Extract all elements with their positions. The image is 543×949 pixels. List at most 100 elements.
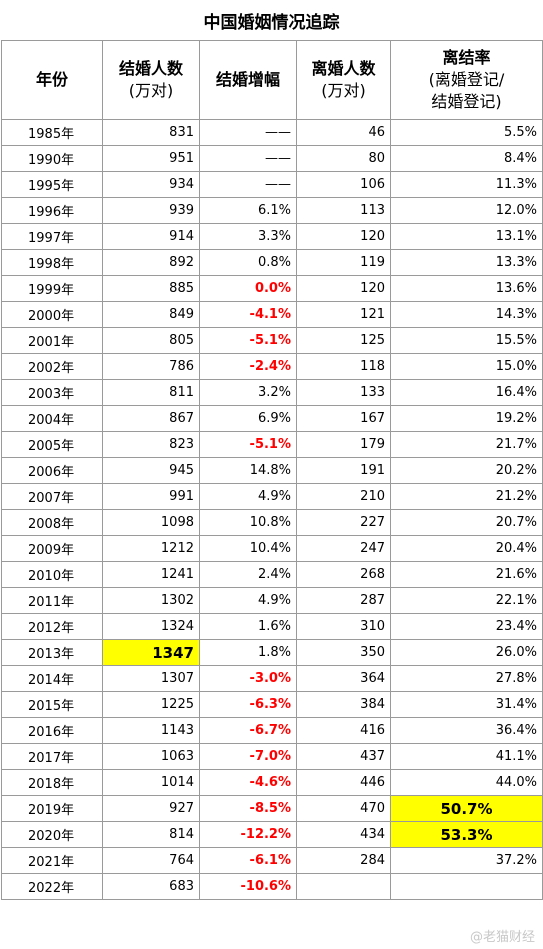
header-marriages: 结婚人数 (万对) — [102, 40, 200, 120]
year-cell: 2016年 — [1, 717, 103, 744]
marriages-cell: 934 — [102, 171, 200, 198]
header-ratio-sub2: 结婚登记) — [431, 92, 502, 111]
divorces-cell: 310 — [296, 613, 391, 640]
table-row: 2014年 1307 -3.0% 364 27.8% — [1, 665, 543, 692]
table-row: 2015年 1225 -6.3% 384 31.4% — [1, 691, 543, 718]
ratio-cell: 19.2% — [390, 405, 543, 432]
divorces-cell: 470 — [296, 795, 391, 822]
table-row: 2016年 1143 -6.7% 416 36.4% — [1, 717, 543, 744]
year-cell: 1997年 — [1, 223, 103, 250]
marriages-cell: 831 — [102, 119, 200, 146]
year-cell: 2003年 — [1, 379, 103, 406]
table-row: 2000年 849 -4.1% 121 14.3% — [1, 301, 543, 328]
table-row: 2009年 1212 10.4% 247 20.4% — [1, 535, 543, 562]
table-row: 2012年 1324 1.6% 310 23.4% — [1, 613, 543, 640]
header-year-label: 年份 — [35, 70, 68, 89]
growth-cell: 0.0% — [199, 275, 297, 302]
growth-cell: -4.6% — [199, 769, 297, 796]
ratio-cell: 36.4% — [390, 717, 543, 744]
growth-cell: -12.2% — [199, 821, 297, 848]
growth-cell: 6.1% — [199, 197, 297, 224]
ratio-cell: 37.2% — [390, 847, 543, 874]
divorces-cell: 80 — [296, 145, 391, 172]
ratio-cell: 21.7% — [390, 431, 543, 458]
growth-cell: -3.0% — [199, 665, 297, 692]
year-cell: 1990年 — [1, 145, 103, 172]
marriages-cell: 927 — [102, 795, 200, 822]
growth-cell: 4.9% — [199, 587, 297, 614]
marriages-cell: 1324 — [102, 613, 200, 640]
marriages-cell: 811 — [102, 379, 200, 406]
table-row: 2013年 1347 1.8% 350 26.0% — [1, 639, 543, 666]
growth-cell: 1.8% — [199, 639, 297, 666]
ratio-cell: 20.4% — [390, 535, 543, 562]
divorces-cell: 364 — [296, 665, 391, 692]
table-row: 2005年 823 -5.1% 179 21.7% — [1, 431, 543, 458]
header-marriages-label: 结婚人数 — [118, 59, 183, 78]
table-row: 2001年 805 -5.1% 125 15.5% — [1, 327, 543, 354]
divorces-cell: 227 — [296, 509, 391, 536]
growth-cell: 1.6% — [199, 613, 297, 640]
year-cell: 2013年 — [1, 639, 103, 666]
divorces-cell: 191 — [296, 457, 391, 484]
divorces-cell: 119 — [296, 249, 391, 276]
ratio-cell: 15.5% — [390, 327, 543, 354]
header-year: 年份 — [1, 40, 103, 120]
growth-cell: -10.6% — [199, 873, 297, 900]
growth-cell: -6.7% — [199, 717, 297, 744]
table-row: 2022年 683 -10.6% — [1, 873, 543, 900]
ratio-cell: 53.3% — [390, 821, 543, 848]
divorces-cell: 434 — [296, 821, 391, 848]
marriages-cell: 1307 — [102, 665, 200, 692]
divorces-cell: 247 — [296, 535, 391, 562]
marriages-cell: 1241 — [102, 561, 200, 588]
divorces-cell: 384 — [296, 691, 391, 718]
year-cell: 1985年 — [1, 119, 103, 146]
divorces-cell: 287 — [296, 587, 391, 614]
divorces-cell: 133 — [296, 379, 391, 406]
marriages-cell: 1014 — [102, 769, 200, 796]
growth-cell: 3.3% — [199, 223, 297, 250]
divorces-cell: 106 — [296, 171, 391, 198]
marriages-cell: 814 — [102, 821, 200, 848]
ratio-cell: 22.1% — [390, 587, 543, 614]
ratio-cell: 20.2% — [390, 457, 543, 484]
divorces-cell: 416 — [296, 717, 391, 744]
header-divorces-label: 离婚人数 — [311, 59, 376, 78]
table-row: 2019年 927 -8.5% 470 50.7% — [1, 795, 543, 822]
growth-cell: 2.4% — [199, 561, 297, 588]
year-cell: 2006年 — [1, 457, 103, 484]
table-row: 2018年 1014 -4.6% 446 44.0% — [1, 769, 543, 796]
watermark: @老猫财经 — [469, 930, 535, 945]
year-cell: 2009年 — [1, 535, 103, 562]
year-cell: 2007年 — [1, 483, 103, 510]
table-row: 2007年 991 4.9% 210 21.2% — [1, 483, 543, 510]
divorces-cell: 121 — [296, 301, 391, 328]
marriages-cell: 1225 — [102, 691, 200, 718]
ratio-cell: 8.4% — [390, 145, 543, 172]
header-divorces: 离婚人数 (万对) — [296, 40, 391, 120]
table-row: 2011年 1302 4.9% 287 22.1% — [1, 587, 543, 614]
header-marriage-growth: 结婚增幅 — [199, 40, 297, 120]
table-row: 2002年 786 -2.4% 118 15.0% — [1, 353, 543, 380]
table-row: 2017年 1063 -7.0% 437 41.1% — [1, 743, 543, 770]
ratio-cell: 16.4% — [390, 379, 543, 406]
header-divorces-unit: (万对) — [321, 81, 366, 100]
marriages-cell: 683 — [102, 873, 200, 900]
year-cell: 2011年 — [1, 587, 103, 614]
table-row: 2021年 764 -6.1% 284 37.2% — [1, 847, 543, 874]
divorces-cell: 120 — [296, 275, 391, 302]
divorces-cell: 120 — [296, 223, 391, 250]
ratio-cell: 13.3% — [390, 249, 543, 276]
table-row: 1996年 939 6.1% 113 12.0% — [1, 197, 543, 224]
marriages-cell: 867 — [102, 405, 200, 432]
ratio-cell: 21.2% — [390, 483, 543, 510]
ratio-cell: 14.3% — [390, 301, 543, 328]
marriages-cell: 1302 — [102, 587, 200, 614]
divorces-cell: 125 — [296, 327, 391, 354]
table-row: 2004年 867 6.9% 167 19.2% — [1, 405, 543, 432]
growth-cell: 6.9% — [199, 405, 297, 432]
year-cell: 2008年 — [1, 509, 103, 536]
divorces-cell: 167 — [296, 405, 391, 432]
ratio-cell: 13.6% — [390, 275, 543, 302]
